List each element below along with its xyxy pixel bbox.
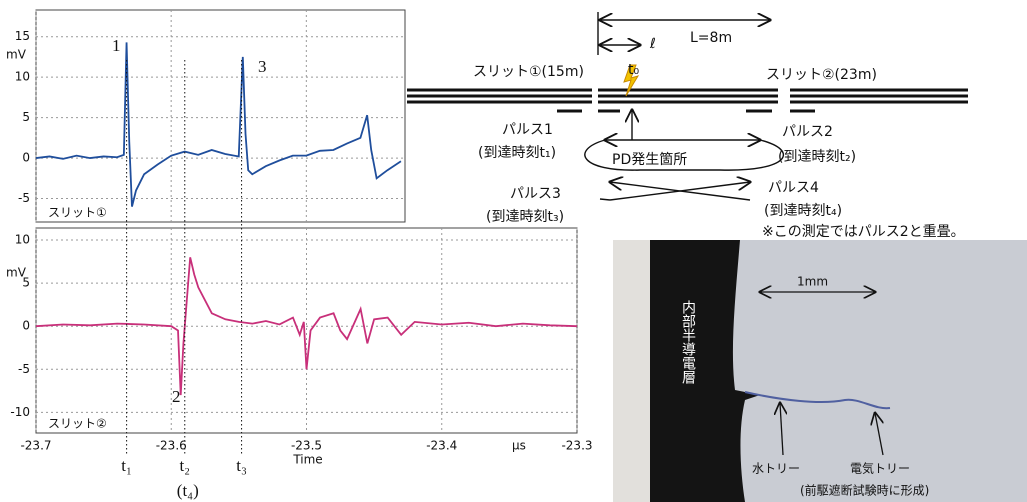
pulse3-label: パルス3 [510, 186, 561, 202]
pulse4-label: パルス4 [768, 180, 819, 196]
pulse1-label: パルス1 [502, 122, 553, 138]
ell-label: ℓ [649, 36, 656, 52]
x-tick-label: -23.7 [20, 439, 51, 453]
chart: -5 0 5 10 15 mV スリット① [6, 10, 405, 222]
electrical-tree-note: (前駆遮断試験時に形成) [800, 483, 929, 498]
y-tick-label: 10 [15, 70, 30, 84]
water-tree-label: 水トリー [752, 462, 800, 476]
x-tick-label: -23.3 [561, 439, 592, 453]
y-unit: mV [6, 266, 27, 280]
y-tick-label: -5 [18, 362, 30, 376]
slit1-label: スリット①(15m) [473, 64, 584, 80]
panel-label: スリット② [48, 417, 107, 431]
peak-label: 1 [112, 36, 121, 55]
note: ※この測定ではパルス2と重畳。 [762, 224, 965, 240]
pd-site-label: PD発生箇所 [612, 151, 687, 168]
micrograph: 1mm 内部半導電層 水トリー 電気トリー (前駆遮断試験時に形成) [613, 240, 1027, 502]
chart: -10-50510-23.7-23.6-23.5-23.4-23.3mVスリット… [6, 228, 593, 467]
y-tick-label: 5 [22, 110, 30, 124]
time-marker-label: t₁ [121, 456, 132, 475]
y-unit: mV [6, 48, 27, 62]
time-marker-label: t₂ [179, 456, 190, 475]
x-tick-label: -23.6 [156, 439, 187, 453]
y-tick-label: 0 [22, 319, 30, 333]
pulse2-label: パルス2 [782, 124, 833, 140]
layer-label: 内部半導電層 [680, 300, 696, 385]
time-marker-note: (t₄) [177, 481, 199, 500]
y-tick-label: -5 [18, 191, 30, 205]
peak-label: 3 [258, 57, 267, 76]
x-tick-label: -23.5 [291, 439, 322, 453]
figure: L=8m ℓ t₀ スリット①(15m) スリット②(23m) パルス1 (到達… [0, 0, 1027, 502]
pulse3-time: (到達時刻t₃) [486, 209, 564, 225]
cable [407, 90, 968, 111]
peak-label: 2 [172, 387, 181, 406]
pulse1-time: (到達時刻t₁) [478, 145, 556, 161]
x-tick-label: -23.4 [426, 439, 457, 453]
y-tick-label: -10 [10, 405, 30, 419]
panel-label: スリット① [48, 206, 107, 220]
y-tick-label: 15 [15, 29, 30, 43]
x-axis-label: Time [292, 453, 322, 467]
t0-label: t₀ [628, 62, 639, 78]
slit2-label: スリット②(23m) [766, 67, 877, 83]
pulse4-time: (到達時刻t₄) [764, 203, 842, 219]
scale-label: 1mm [797, 275, 828, 289]
cable-diagram: L=8m ℓ t₀ スリット①(15m) スリット②(23m) パルス1 (到達… [407, 12, 968, 240]
length-label: L=8m [690, 30, 732, 46]
arrows [585, 12, 784, 200]
x-unit: μs [512, 439, 526, 453]
electrical-tree-label: 電気トリー [850, 461, 910, 476]
y-tick-label: 10 [15, 233, 30, 247]
pulse2-time: (到達時刻t₂) [778, 149, 856, 165]
time-marker-label: t₃ [236, 456, 247, 475]
plot-frame [36, 10, 405, 222]
y-tick-label: 0 [22, 151, 30, 165]
